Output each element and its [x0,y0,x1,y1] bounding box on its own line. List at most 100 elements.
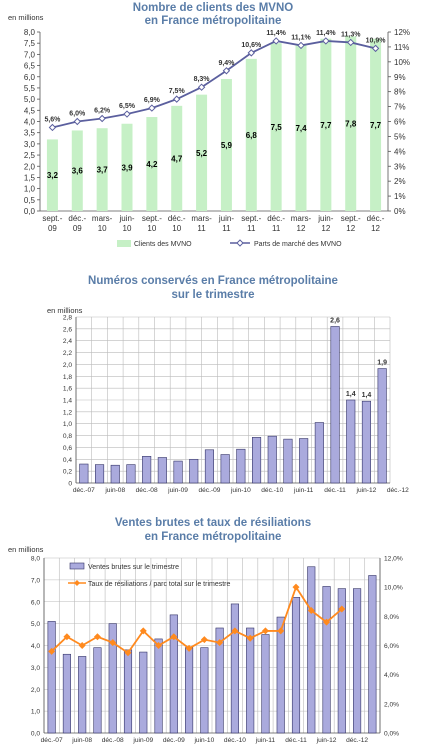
bar [337,588,346,734]
legend-label-market-share: Parts de marché des MVNO [254,241,342,248]
bar-value-label: 5,2 [196,149,208,158]
market-share-point [272,37,280,45]
x-tick-label: juin-12 [356,487,377,494]
market-share-label: 11,4% [316,30,336,37]
churn-rate-point [292,583,300,591]
market-share-point [148,104,156,112]
y-tick-label: 1,0 [63,421,72,428]
y2-tick-label: 8,0% [384,614,399,621]
bar [215,627,224,734]
x-tick-label: mars- [191,214,212,223]
bar [196,94,208,211]
x-tick-label: juin-11 [255,737,276,744]
y2-tick-label: 6,0% [384,643,399,650]
bar [171,105,183,211]
x-tick-label: juin-09 [132,737,153,744]
churn-rate-point [155,641,163,650]
x-tick-label: déc.-11 [324,487,346,494]
x-tick-label: mars- [92,214,113,223]
churn-rate-point [48,647,56,655]
x-tick-label: juin-10 [193,737,214,744]
market-share-point [297,41,305,50]
y-tick-label: 2,0 [31,687,40,694]
chart-ported-numbers: Numéros conservés en France métropolitai… [0,268,426,500]
churn-rate-point [78,641,86,650]
legend-swatch-sales [69,562,85,570]
bar [220,78,232,211]
bar-value-label: 3,7 [97,166,109,175]
ported-numbers-svg: Numéros conservés en France métropolitai… [47,275,409,494]
bar [95,464,105,484]
y-tick-label: 7,0 [24,50,36,59]
churn-rate-point [277,627,285,635]
x-tick-label: 11 [272,224,281,233]
x-tick-label: déc.-11 [285,737,307,744]
market-share-label: 6,0% [69,111,86,118]
y2-tick-label: 4% [394,147,406,156]
market-share-point [347,38,355,47]
y-tick-label: 7,0 [31,577,40,584]
market-share-label: 6,9% [144,97,161,104]
x-tick-label: mars- [291,214,312,223]
x-tick-label: sept.- [42,214,62,223]
bar [47,621,56,734]
x-tick-label: juin-09 [167,487,188,494]
legend: Ventes brutes sur le trimestre Taux de r… [68,562,230,588]
bar [267,435,277,484]
x-tick-label: déc.-08 [102,737,124,744]
y2-tick-label: 9% [394,73,406,82]
bar [307,566,316,734]
x-tick-label: sept.- [341,214,361,223]
legend-label-clients: Clients des MVNO [134,241,192,248]
bar [126,464,136,484]
y-tick-label: 0,6 [63,445,72,452]
y-tick-label: 0,5 [24,196,36,205]
y-tick-label: 5,0 [31,621,40,628]
y-tick-label: 1,0 [31,709,40,716]
bar [270,43,282,211]
x-tick-label: déc.-09 [198,487,220,494]
market-share-label: 7,5% [169,88,186,95]
y-tick-label: 8,0 [24,28,36,37]
chart-title: Numéros conservés en France métropolitai… [88,275,338,287]
market-share-line [52,40,376,129]
bar [46,139,58,211]
bar [93,647,102,734]
churn-rate-point [63,633,71,641]
y-axis-label: en millions [8,545,44,554]
bar [173,460,183,484]
bar-value-label: 7,8 [345,120,357,129]
y-tick-label: 2,4 [63,338,72,345]
bar-value-label: 7,7 [320,121,332,130]
bar-value-label: 7,4 [295,124,307,133]
x-tick-label: déc.- [267,214,285,223]
bar [314,422,324,484]
market-share-point [48,123,57,132]
churn-rate-point [124,649,132,657]
x-tick-label: juin-08 [71,737,92,744]
legend-label-sales: Ventes brutes sur le trimestre [88,564,179,571]
bar-value-label: 1,9 [377,360,387,367]
x-tick-label: 12 [321,224,330,233]
churn-rate-line [51,585,343,655]
market-share-label: 6,5% [119,103,136,110]
y-tick-label: 0 [68,481,72,488]
y2-tick-label: 0,0% [384,731,399,738]
x-tick-label: déc.-07 [41,737,63,744]
bar [252,437,262,484]
y-tick-label: 1,5 [24,173,36,182]
bar [368,575,377,734]
bar [299,438,309,484]
y-axis-label: en millions [8,13,44,22]
y-tick-label: 6,0 [31,599,40,606]
x-tick-label: 12 [346,224,355,233]
y-tick-label: 4,0 [31,643,40,650]
bar [169,614,178,734]
bar [139,651,148,734]
y2-tick-label: 0% [394,207,406,216]
y2-tick-label: 5% [394,132,406,141]
bar [121,123,133,211]
x-tick-label: sept.- [241,214,261,223]
x-tick-label: 11 [197,224,206,233]
y-tick-label: 8,0 [31,556,40,563]
